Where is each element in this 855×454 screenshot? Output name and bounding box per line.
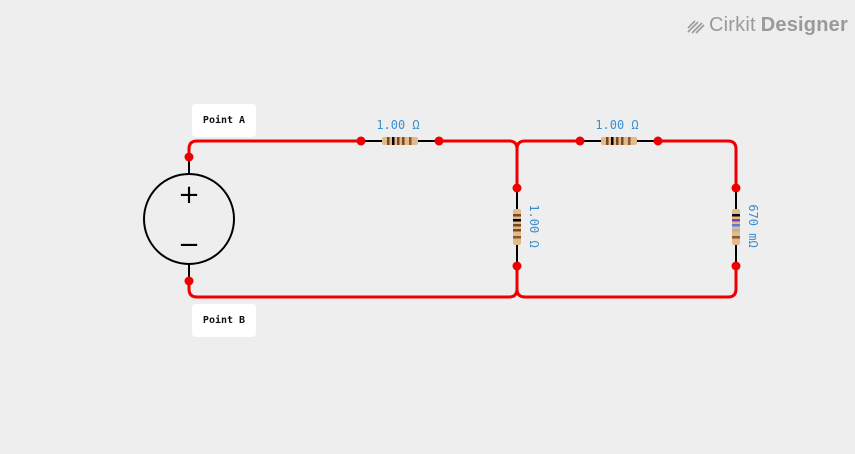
resistor-r3-band [513,236,521,239]
node-r1-right[interactable] [434,136,444,146]
cirkit-logo-icon [687,19,705,34]
wire-r1-to-r3[interactable] [437,139,519,190]
resistor-r2-band [628,137,631,145]
resistor-r3-band [513,219,521,222]
resistor-r1-band [409,137,412,145]
resistor-r2[interactable]: 1.00 Ω [580,118,658,145]
node-source-bottom[interactable] [184,276,194,286]
brand-name: Cirkit [709,14,756,36]
node-r3-bottom[interactable] [512,261,522,271]
resistor-r4-band [732,224,740,227]
resistor-r4-band [732,214,740,217]
resistor-r4-band [732,219,740,222]
wire-r2-to-r4[interactable] [656,139,738,190]
resistor-r4-band [732,229,740,232]
resistor-r2-band [606,137,609,145]
source-plus-sign: + [178,180,200,210]
resistor-r3-band [513,214,521,217]
resistor-r3[interactable]: 1.00 Ω [513,188,541,266]
resistor-r4-value: 670 mΩ [746,204,760,247]
node-r4-top[interactable] [731,183,741,193]
node-r3-top[interactable] [512,183,522,193]
node-source-top[interactable] [184,152,194,162]
wire-node-to-r2[interactable] [515,139,582,151]
voltage-source[interactable]: + − [143,157,235,281]
brand-product: Designer [760,14,848,36]
point-a-label[interactable]: Point A [192,104,256,137]
resistor-r1-band [397,137,400,145]
source-body [143,173,235,265]
point-b-label[interactable]: Point B [192,304,256,337]
source-minus-sign: − [178,230,200,260]
node-r2-left[interactable] [575,136,585,146]
brand-logo: Cirkit Designer [686,14,848,37]
wires[interactable] [187,139,738,299]
terminal-nodes[interactable] [184,136,741,286]
resistor-r1-band [402,137,405,145]
resistor-r3-band [513,229,521,232]
wire-r3-to-r4[interactable] [515,264,738,299]
resistor-r4[interactable]: 670 mΩ [732,188,760,266]
node-r1-left[interactable] [356,136,366,146]
resistor-r1-value: 1.00 Ω [376,118,419,132]
wire-b-to-r3[interactable] [187,264,519,299]
resistor-r2-band [611,137,614,145]
wire-a-to-r1[interactable] [187,139,363,159]
resistor-r3-value: 1.00 Ω [527,204,541,247]
resistor-r3-band [513,224,521,227]
node-r4-bottom[interactable] [731,261,741,271]
resistor-r1-band [392,137,395,145]
resistor-r1-band [387,137,390,145]
resistor-r2-value: 1.00 Ω [595,118,638,132]
resistor-r4-band [732,236,740,239]
node-r2-right[interactable] [653,136,663,146]
resistor-r2-band [621,137,624,145]
resistor-r1[interactable]: 1.00 Ω [361,118,439,145]
resistor-r2-band [616,137,619,145]
